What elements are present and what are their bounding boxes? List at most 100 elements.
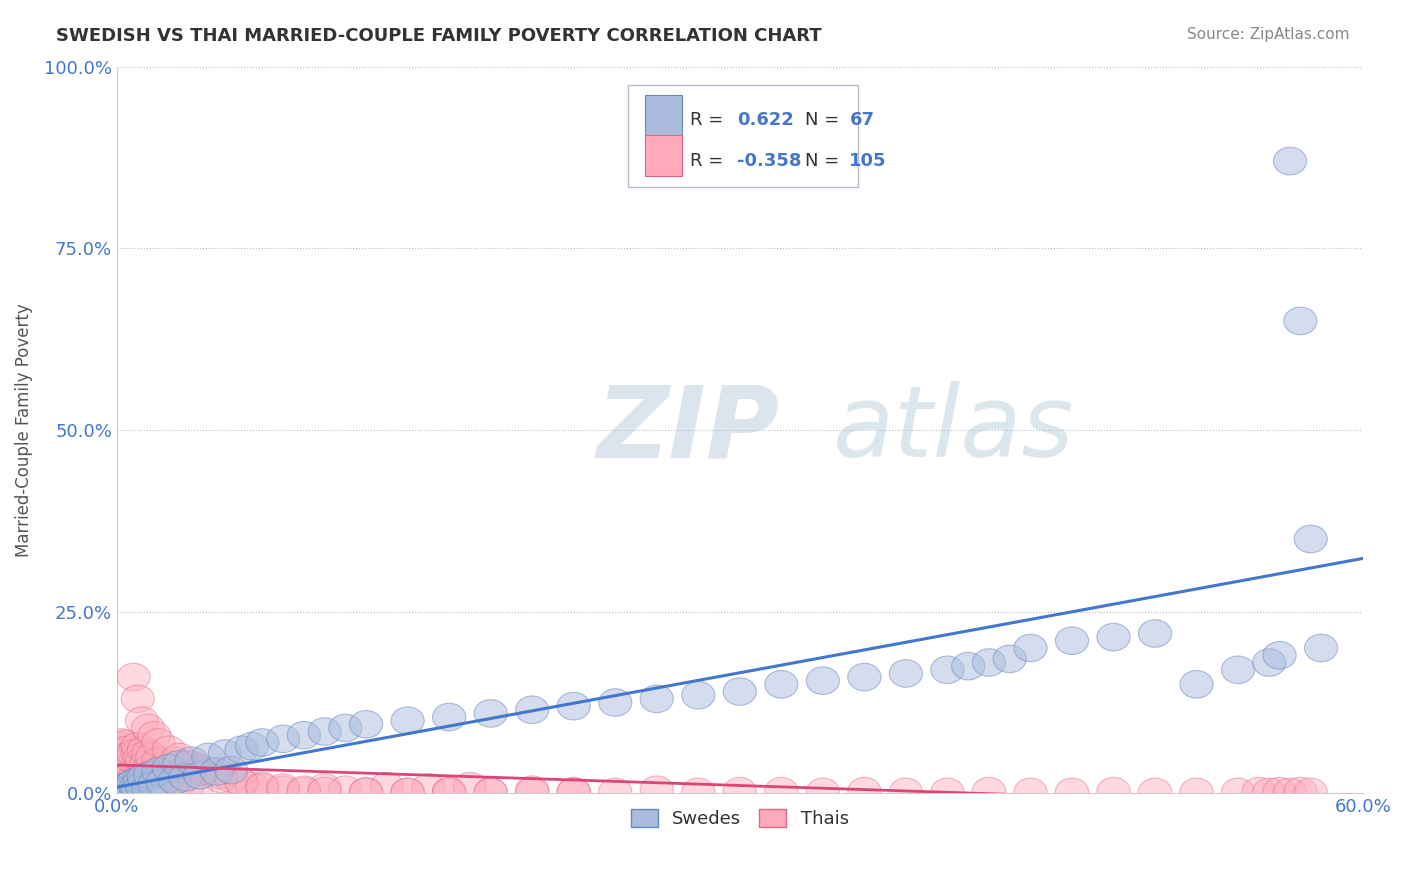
Ellipse shape (350, 711, 382, 738)
Ellipse shape (235, 772, 269, 800)
Ellipse shape (557, 777, 591, 805)
Ellipse shape (287, 722, 321, 749)
Ellipse shape (453, 772, 486, 800)
Text: ZIP: ZIP (596, 382, 779, 478)
Ellipse shape (412, 773, 444, 801)
Ellipse shape (267, 776, 299, 804)
Ellipse shape (993, 645, 1026, 673)
Ellipse shape (391, 778, 425, 805)
Ellipse shape (848, 664, 882, 691)
Ellipse shape (208, 739, 242, 767)
Ellipse shape (107, 777, 139, 805)
Text: SWEDISH VS THAI MARRIED-COUPLE FAMILY POVERTY CORRELATION CHART: SWEDISH VS THAI MARRIED-COUPLE FAMILY PO… (56, 27, 823, 45)
Ellipse shape (121, 776, 155, 804)
Text: R =: R = (690, 152, 723, 170)
Ellipse shape (159, 766, 191, 794)
Ellipse shape (146, 762, 179, 789)
Ellipse shape (134, 754, 167, 781)
Ellipse shape (112, 742, 146, 770)
Text: N =: N = (804, 152, 839, 170)
Ellipse shape (115, 771, 148, 798)
Ellipse shape (931, 656, 965, 683)
Ellipse shape (474, 699, 508, 727)
Ellipse shape (183, 754, 217, 781)
Ellipse shape (215, 765, 247, 793)
Ellipse shape (215, 756, 247, 784)
Ellipse shape (225, 769, 259, 797)
Ellipse shape (121, 732, 155, 760)
Ellipse shape (557, 778, 591, 805)
Legend: Swedes, Thais: Swedes, Thais (623, 801, 856, 835)
Ellipse shape (350, 777, 382, 805)
Ellipse shape (169, 764, 202, 791)
Ellipse shape (1253, 778, 1286, 805)
Ellipse shape (124, 766, 156, 794)
Ellipse shape (848, 777, 882, 805)
Ellipse shape (308, 718, 342, 746)
Ellipse shape (682, 778, 714, 805)
Ellipse shape (172, 772, 204, 800)
Ellipse shape (1180, 778, 1213, 805)
Ellipse shape (1222, 778, 1254, 805)
Ellipse shape (132, 773, 165, 801)
Ellipse shape (179, 776, 212, 804)
Ellipse shape (765, 671, 799, 698)
Ellipse shape (117, 769, 150, 797)
Ellipse shape (640, 776, 673, 804)
Ellipse shape (952, 652, 984, 680)
Ellipse shape (125, 706, 159, 734)
Ellipse shape (125, 747, 159, 774)
Ellipse shape (1180, 671, 1213, 698)
Ellipse shape (287, 776, 321, 804)
Ellipse shape (474, 778, 508, 805)
FancyBboxPatch shape (627, 85, 858, 186)
Ellipse shape (599, 689, 631, 716)
Ellipse shape (134, 762, 167, 789)
Ellipse shape (117, 772, 150, 800)
Text: atlas: atlas (834, 382, 1074, 478)
Ellipse shape (112, 777, 146, 805)
Ellipse shape (111, 736, 143, 764)
Ellipse shape (125, 772, 159, 800)
Ellipse shape (163, 750, 195, 778)
Ellipse shape (308, 773, 342, 801)
Ellipse shape (1014, 778, 1047, 805)
Ellipse shape (267, 725, 299, 753)
Ellipse shape (200, 757, 233, 785)
Ellipse shape (433, 777, 465, 805)
Ellipse shape (132, 739, 165, 767)
Ellipse shape (120, 773, 152, 801)
Ellipse shape (1294, 525, 1327, 553)
Ellipse shape (104, 729, 138, 756)
Ellipse shape (108, 731, 142, 757)
Ellipse shape (121, 685, 155, 713)
Ellipse shape (370, 772, 404, 800)
Ellipse shape (117, 739, 150, 767)
Ellipse shape (183, 757, 217, 785)
Ellipse shape (557, 692, 591, 720)
Text: R =: R = (690, 111, 723, 128)
Ellipse shape (152, 754, 186, 781)
Ellipse shape (246, 773, 278, 801)
FancyBboxPatch shape (645, 95, 682, 136)
Ellipse shape (176, 752, 208, 780)
Ellipse shape (107, 773, 139, 801)
Ellipse shape (1274, 778, 1306, 805)
Ellipse shape (1274, 147, 1306, 175)
Ellipse shape (308, 777, 342, 805)
Ellipse shape (183, 762, 217, 789)
Ellipse shape (1243, 777, 1275, 805)
Ellipse shape (973, 648, 1005, 676)
Ellipse shape (806, 778, 839, 805)
Ellipse shape (155, 765, 187, 793)
Ellipse shape (350, 778, 382, 805)
Ellipse shape (103, 750, 135, 778)
Ellipse shape (287, 777, 321, 805)
Ellipse shape (138, 771, 172, 798)
Ellipse shape (1097, 624, 1130, 651)
Ellipse shape (176, 747, 208, 774)
Ellipse shape (112, 769, 146, 797)
Ellipse shape (204, 765, 238, 793)
Ellipse shape (115, 774, 148, 802)
Ellipse shape (107, 739, 139, 767)
